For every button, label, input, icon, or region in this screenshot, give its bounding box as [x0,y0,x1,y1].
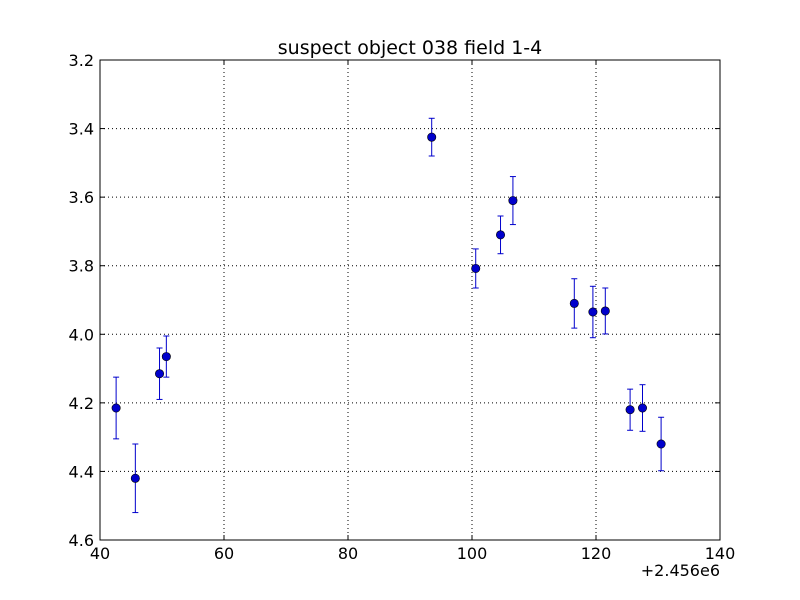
data-point [600,306,610,316]
x-axis-offset-label: +2.456e6 [641,561,720,580]
x-tick-label: 100 [457,544,488,563]
data-point [656,439,666,449]
data-point [155,369,165,379]
data-point [161,352,171,362]
y-tick-label: 3.4 [69,120,94,139]
y-tick-label: 4.0 [69,325,94,344]
x-tick-label: 40 [90,544,110,563]
y-tick-label: 4.6 [69,531,94,550]
data-point [569,298,579,308]
plot-area [100,60,720,540]
data-point [637,403,647,413]
y-tick-label: 3.2 [69,51,94,70]
series [111,117,666,514]
y-tick-label: 3.6 [69,188,94,207]
x-tick-label: 140 [705,544,736,563]
data-point [471,263,481,273]
data-point [130,473,140,483]
y-tick-label: 3.8 [69,257,94,276]
y-tick-label: 4.2 [69,394,94,413]
x-tick-label: 80 [338,544,358,563]
data-point [496,230,506,240]
data-point [588,307,598,317]
plot-frame [99,59,721,541]
data-point [427,132,437,142]
grid [100,60,720,540]
data-point [508,196,518,206]
data-point [111,403,121,413]
x-tick-label: 120 [581,544,612,563]
chart-title: suspect object 038 field 1-4 [278,37,543,59]
axis-ticks: 40 60 80 100 120 140 3.2 3.4 3.6 3.8 4.0 4.2 4.4 4.6 [69,51,736,563]
y-tick-label: 4.4 [69,462,94,481]
data-point [625,405,635,415]
x-tick-label: 60 [214,544,234,563]
data-series [111,117,666,514]
